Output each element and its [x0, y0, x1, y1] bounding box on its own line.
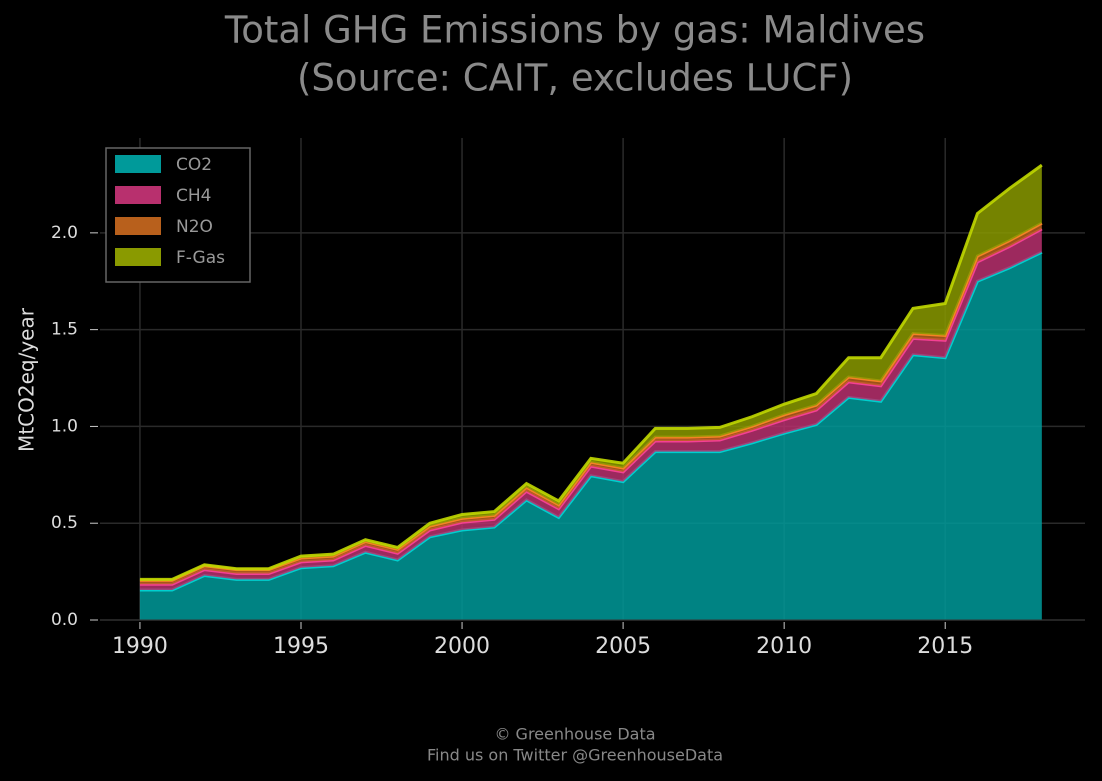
legend-label: N2O [176, 217, 213, 237]
legend-swatch [115, 186, 161, 204]
legend-swatch [115, 217, 161, 235]
y-tick-label: 0.5 [51, 513, 78, 533]
footer: © Greenhouse Data [494, 725, 655, 744]
legend-swatch [115, 248, 161, 266]
area [139, 165, 1042, 581]
footer: Find us on Twitter @GreenhouseData [427, 746, 723, 765]
area-edge [139, 163, 1043, 581]
x-tick-label: 2010 [756, 634, 812, 659]
legend-label: CH4 [176, 186, 211, 206]
y-axis-label: MtCO2eq/year [15, 307, 39, 452]
chart-title: (Source: CAIT, excludes LUCF) [297, 57, 853, 100]
chart-title: Total GHG Emissions by gas: Maldives [224, 9, 925, 52]
legend-label: CO2 [176, 155, 212, 175]
x-tick-label: 2015 [917, 634, 973, 659]
y-tick-label: 1.5 [51, 320, 78, 340]
x-tick-label: 1995 [273, 634, 329, 659]
x-tick-label: 2005 [595, 634, 651, 659]
x-tick-label: 2000 [434, 634, 490, 659]
legend-swatch [115, 155, 161, 173]
y-tick-label: 0.0 [51, 610, 78, 630]
y-tick-label: 1.0 [51, 416, 78, 436]
x-tick-label: 1990 [112, 634, 168, 659]
legend-label: F-Gas [176, 248, 225, 268]
y-tick-label: 2.0 [51, 223, 78, 243]
area [139, 252, 1042, 620]
legend: CO2 CH4 N2O F-Gas [105, 147, 251, 283]
